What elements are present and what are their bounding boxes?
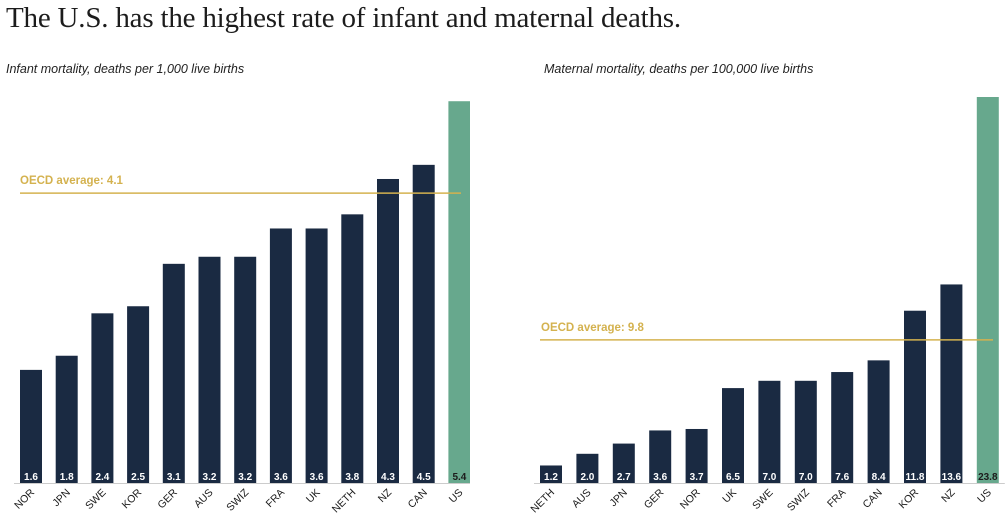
maternal-bar-neth [540, 465, 562, 483]
maternal-bar-us [976, 97, 999, 483]
maternal-bar-ger [649, 430, 672, 483]
maternal-bar-swe [758, 380, 781, 483]
maternal-bar-kor [904, 310, 926, 483]
infant-bar-swiz [234, 256, 257, 483]
infant-bar-nor [20, 369, 42, 483]
maternal-value-label-jpn: 2.7 [617, 472, 631, 483]
infant-mortality-chart: 1.6NOR1.8JPN2.4SWE2.5KOR3.1GER3.2AUS3.2S… [12, 101, 470, 515]
infant-value-label-aus: 3.2 [203, 472, 217, 483]
infant-value-label-neth: 3.8 [345, 472, 359, 483]
infant-bar-aus [198, 256, 221, 483]
maternal-mortality-subtitle: Maternal mortality, deaths per 100,000 l… [544, 62, 814, 76]
infant-value-label-uk: 3.6 [310, 472, 324, 483]
maternal-value-label-nz: 13.6 [942, 472, 962, 483]
maternal-tick-label-swiz: SWIZ [785, 486, 812, 513]
infant-value-label-us: 5.4 [452, 472, 466, 483]
maternal-tick-label-us: US [975, 487, 994, 506]
maternal-value-label-kor: 11.8 [906, 472, 925, 483]
maternal-value-label-aus: 2.0 [580, 472, 594, 483]
maternal-bar-swiz [794, 380, 817, 483]
maternal-tick-label-fra: FRA [825, 487, 848, 510]
maternal-oecd-average-label: OECD average: 9.8 [541, 322, 645, 334]
maternal-value-label-ger: 3.6 [653, 472, 667, 483]
maternal-bar-nz [940, 284, 963, 483]
maternal-tick-label-jpn: JPN [607, 487, 630, 510]
infant-value-label-kor: 2.5 [131, 472, 145, 483]
infant-value-label-jpn: 1.8 [60, 472, 74, 483]
maternal-tick-label-neth: NETH [528, 487, 557, 516]
infant-bar-uk [305, 228, 328, 483]
maternal-value-label-neth: 1.2 [544, 472, 558, 483]
infant-bar-ger [162, 263, 185, 483]
maternal-tick-label-can: CAN [861, 487, 885, 511]
infant-oecd-average-label: OECD average: 4.1 [20, 175, 124, 187]
infant-bar-fra [269, 228, 292, 483]
infant-bar-nz [377, 178, 399, 484]
maternal-bar-uk [722, 388, 744, 483]
infant-bar-jpn [55, 355, 78, 483]
maternal-value-label-can: 8.4 [872, 472, 886, 483]
maternal-value-label-uk: 6.5 [726, 472, 740, 483]
maternal-tick-label-aus: AUS [570, 487, 594, 511]
headline: The U.S. has the highest rate of infant … [6, 2, 681, 34]
maternal-bar-nor [685, 428, 708, 483]
infant-value-label-nz: 4.3 [381, 472, 395, 483]
maternal-bar-jpn [612, 443, 635, 483]
infant-mortality-subtitle: Infant mortality, deaths per 1,000 live … [6, 62, 245, 76]
maternal-bar-aus [576, 453, 599, 483]
infant-value-label-can: 4.5 [417, 472, 431, 483]
maternal-value-label-fra: 7.6 [835, 472, 849, 483]
infant-bar-kor [127, 306, 150, 483]
infant-value-label-swe: 2.4 [95, 472, 109, 483]
maternal-tick-label-ger: GER [642, 486, 667, 511]
infant-bar-can [412, 164, 435, 483]
maternal-value-label-us: 23.8 [978, 472, 998, 483]
maternal-bar-fra [831, 372, 854, 483]
maternal-value-label-nor: 3.7 [690, 472, 704, 483]
infant-value-label-nor: 1.6 [24, 472, 38, 483]
maternal-tick-label-nor: NOR [678, 486, 703, 511]
infant-value-label-ger: 3.1 [167, 472, 181, 483]
maternal-value-label-swiz: 7.0 [799, 472, 813, 483]
maternal-tick-label-swe: SWE [750, 487, 775, 512]
maternal-bar-can [867, 360, 890, 483]
maternal-tick-label-nz: NZ [939, 486, 958, 505]
maternal-tick-label-kor: KOR [897, 486, 922, 511]
infant-bar-neth [341, 214, 364, 483]
infant-value-label-fra: 3.6 [274, 472, 288, 483]
infant-bar-us [448, 101, 470, 483]
infant-value-label-swiz: 3.2 [238, 472, 252, 483]
maternal-tick-label-uk: UK [720, 487, 739, 506]
maternal-value-label-swe: 7.0 [762, 472, 776, 483]
infant-bar-swe [91, 313, 114, 483]
